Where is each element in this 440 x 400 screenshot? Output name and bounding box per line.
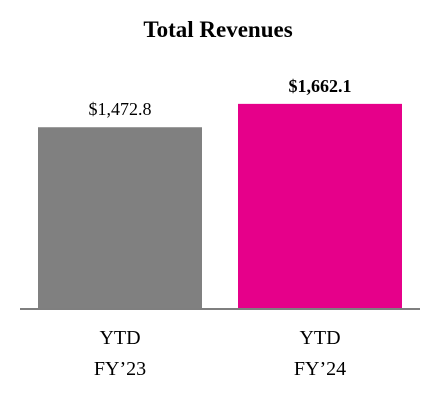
tick-label-1-line-1: YTD <box>99 327 140 349</box>
bars-group <box>38 103 402 310</box>
tick-label-2-line-1: YTD <box>299 327 340 349</box>
chart-title: Total Revenues <box>143 17 292 42</box>
bar-2 <box>238 103 402 310</box>
tick-label-2-line-2: FY’24 <box>294 358 346 380</box>
bar-1 <box>38 127 202 309</box>
data-label-2: $1,662.1 <box>289 76 352 96</box>
tick-label-1-line-2: FY’23 <box>94 358 146 380</box>
data-label-1: $1,472.8 <box>89 99 152 119</box>
tick-labels-group: YTD FY’23 YTD FY’24 <box>94 327 346 380</box>
data-labels-group: $1,472.8 $1,662.1 <box>89 76 352 119</box>
